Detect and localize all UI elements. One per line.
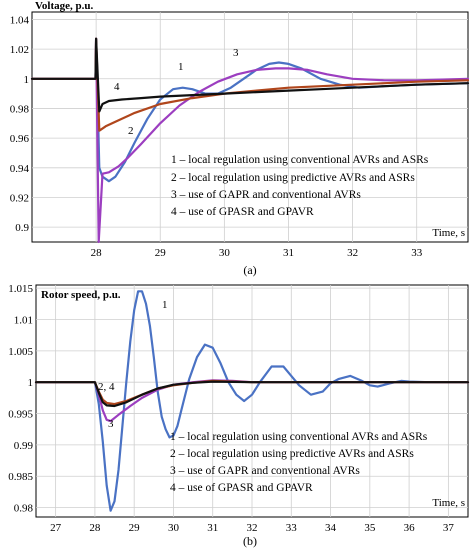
rotor-speed-caption: (b) (243, 534, 257, 548)
voltage-curve-label-1: 1 (178, 61, 184, 73)
rotor-speed-y-axis-label: Rotor speed, p.u. (41, 289, 121, 301)
rotor-speed-series-4-line (34, 380, 470, 408)
rotor-speed-curve-label-1: 1 (162, 299, 168, 311)
voltage-curve-label-3: 3 (233, 47, 239, 59)
voltage-legend-item-2: 2 – local regulation using predictive AV… (171, 172, 415, 184)
voltage-x-tick-label: 28 (91, 247, 103, 259)
rotor-speed-legend-item-4: 4 – use of GPASR and GPAVR (170, 482, 313, 494)
voltage-y-tick-label: 0.94 (10, 163, 30, 175)
voltage-y-tick-label: 1.02 (10, 44, 29, 56)
rotor-speed-legend-item-1: 1 – local regulation using conventional … (170, 431, 428, 443)
voltage-y-tick-label: 0.98 (10, 103, 30, 115)
rotor-speed-y-tick-label: 0.98 (14, 503, 34, 515)
voltage-y-tick-label: 0.96 (10, 133, 30, 145)
rotor-speed-x-tick-label: 27 (50, 522, 62, 534)
rotor-speed-x-tick-label: 32 (247, 522, 258, 534)
rotor-speed-series (34, 290, 470, 512)
rotor-speed-x-axis-label: Time, s (432, 497, 465, 509)
rotor-speed-y-tick-label: 1.015 (8, 283, 33, 295)
rotor-speed-y-tick-label: 0.995 (8, 409, 33, 421)
voltage-series (30, 37, 470, 244)
voltage-x-tick-label: 30 (219, 247, 231, 259)
voltage-curve-labels: 1 2 3 4 (114, 47, 239, 137)
rotor-speed-curve-labels: 1 2, 4 3 (98, 299, 168, 430)
voltage-y-tick-label: 0.9 (15, 222, 29, 234)
rotor-speed-y-tick-label: 1 (28, 377, 34, 389)
rotor-speed-x-tick-label: 31 (207, 522, 218, 534)
rotor-speed-chart: 0.98 0.985 0.99 0.995 1 1.005 1.01 1.015 27 28 29… (8, 283, 470, 548)
voltage-y-tick-label: 1.04 (10, 14, 30, 26)
voltage-x-ticks: 28 29 30 31 32 33 (91, 247, 423, 259)
voltage-legend-item-1: 1 – local regulation using conventional … (171, 154, 429, 166)
voltage-curve-label-4: 4 (114, 81, 120, 93)
voltage-x-tick-label: 32 (347, 247, 358, 259)
rotor-speed-x-tick-label: 36 (404, 522, 416, 534)
voltage-x-tick-label: 33 (411, 247, 423, 259)
voltage-y-axis-label: Voltage, p.u. (35, 0, 94, 12)
voltage-legend: 1 – local regulation using conventional … (171, 154, 429, 218)
voltage-x-tick-label: 31 (283, 247, 294, 259)
voltage-caption: (a) (243, 263, 256, 277)
rotor-speed-x-tick-label: 28 (89, 522, 101, 534)
rotor-speed-legend-item-3: 3 – use of GAPR and conventional AVRs (170, 465, 360, 477)
voltage-y-tick-label: 0.92 (10, 192, 29, 204)
rotor-speed-legend-item-2: 2 – local regulation using predictive AV… (170, 448, 414, 460)
rotor-speed-x-tick-label: 37 (443, 522, 455, 534)
voltage-y-ticks: 0.9 0.92 0.94 0.96 0.98 1 1.02 1.04 (10, 14, 30, 234)
rotor-speed-x-tick-label: 30 (168, 522, 180, 534)
rotor-speed-curve-label-3: 3 (108, 418, 114, 430)
rotor-speed-curve-label-2-4: 2, 4 (98, 381, 115, 393)
rotor-speed-y-tick-label: 0.99 (14, 440, 34, 452)
rotor-speed-x-tick-label: 35 (364, 522, 376, 534)
rotor-speed-x-tick-label: 29 (129, 522, 141, 534)
rotor-speed-x-tick-label: 34 (325, 522, 337, 534)
voltage-y-tick-label: 1 (24, 74, 30, 86)
rotor-speed-x-tick-label: 33 (286, 522, 298, 534)
voltage-x-axis-label: Time, s (432, 227, 465, 239)
voltage-series-3-line (30, 37, 470, 244)
rotor-speed-series-1-line (34, 290, 470, 512)
rotor-speed-legend: 1 – local regulation using conventional … (170, 431, 428, 494)
rotor-speed-x-ticks: 27 28 29 30 31 32 33 34 35 36 37 (50, 522, 454, 534)
rotor-speed-y-tick-label: 0.985 (8, 471, 33, 483)
rotor-speed-y-tick-label: 1.01 (14, 314, 33, 326)
rotor-speed-y-tick-label: 1.005 (8, 346, 33, 358)
rotor-speed-y-ticks: 0.98 0.985 0.99 0.995 1 1.005 1.01 1.015 (8, 283, 33, 514)
voltage-x-tick-label: 29 (155, 247, 167, 259)
voltage-legend-item-3: 3 – use of GAPR and conventional AVRs (171, 189, 361, 201)
voltage-curve-label-2: 2 (128, 125, 134, 137)
voltage-legend-item-4: 4 – use of GPASR and GPAVR (171, 206, 314, 218)
voltage-series-4-line (30, 37, 470, 113)
